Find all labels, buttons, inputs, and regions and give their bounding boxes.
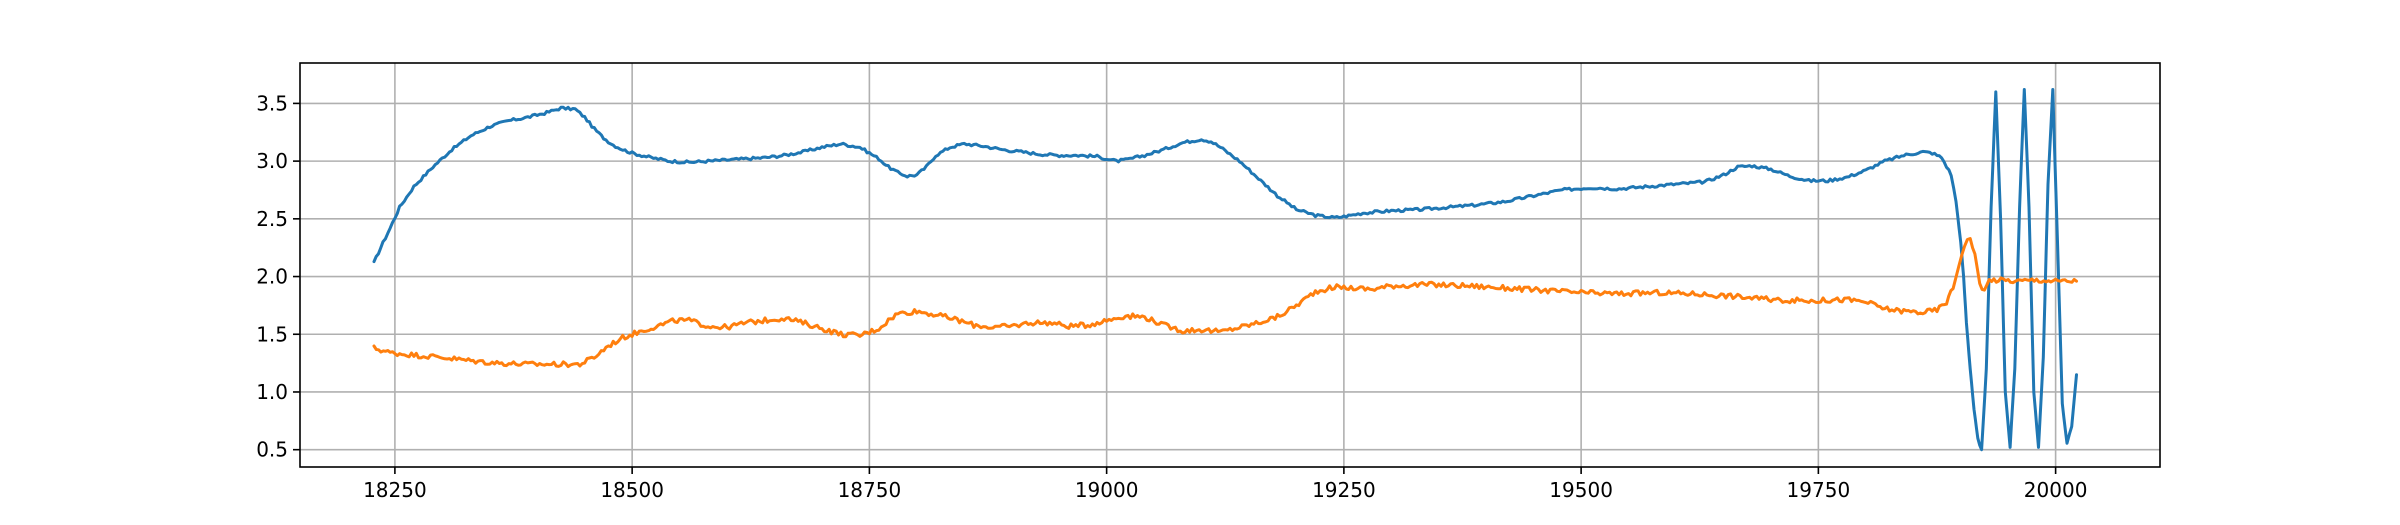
y-tick-label: 1.0 (256, 380, 288, 404)
x-tick-label: 19250 (1312, 478, 1376, 502)
series-line-1 (372, 88, 2078, 452)
y-tick-label: 3.5 (256, 91, 288, 115)
x-tick-label: 18250 (363, 478, 427, 502)
grid (300, 63, 2160, 467)
series-line-2 (372, 237, 2078, 369)
y-tick-label: 2.5 (256, 207, 288, 231)
x-tick-label: 19750 (1787, 478, 1851, 502)
x-tick-label: 18500 (600, 478, 664, 502)
y-tick-label: 2.0 (256, 265, 288, 289)
x-tick-label: 18750 (838, 478, 902, 502)
x-tick-label: 19000 (1075, 478, 1139, 502)
x-tick-label: 20000 (2024, 478, 2088, 502)
x-tick-label: 19500 (1549, 478, 1613, 502)
y-tick-label: 0.5 (256, 438, 288, 462)
plot-frame (299, 62, 2161, 468)
y-tick-label: 1.5 (256, 322, 288, 346)
series-layer (372, 88, 2078, 452)
y-tick-label: 3.0 (256, 149, 288, 173)
axis-ticks: 18250 18500 18750 19000 19250 19500 19750 20000… (256, 91, 2087, 502)
